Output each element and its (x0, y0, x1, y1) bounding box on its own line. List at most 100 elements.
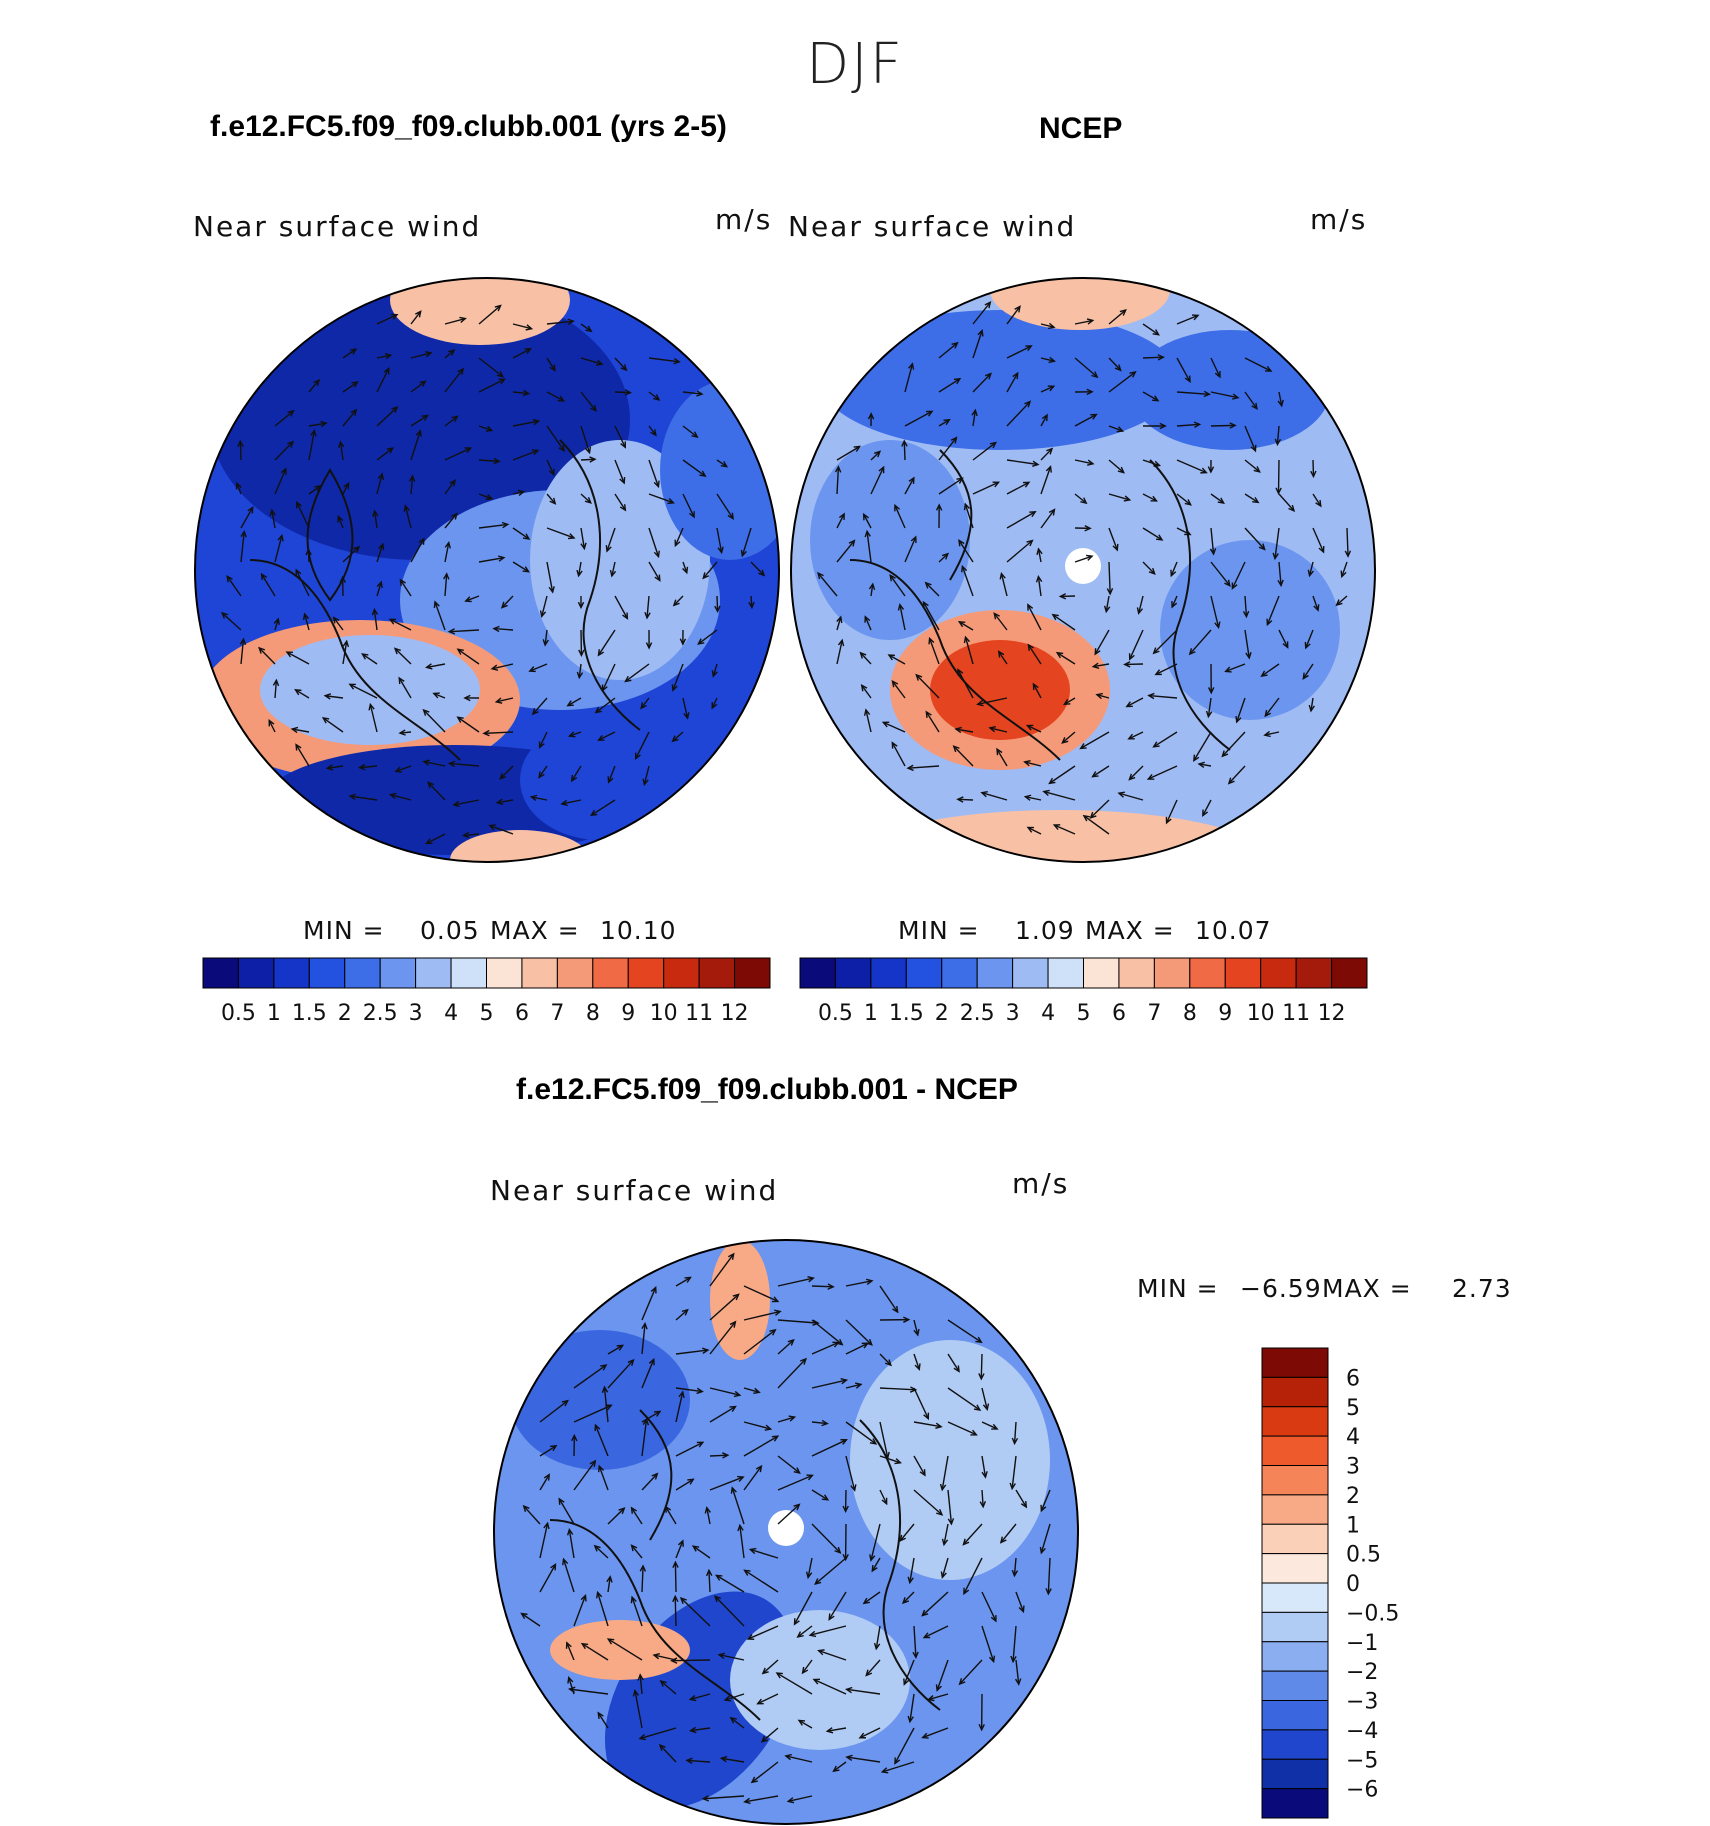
panel-2-field-region (930, 640, 1070, 740)
panel-2-wind-arrow (1036, 547, 1043, 563)
panel-3-wind-arrow (913, 1387, 930, 1421)
panel-3-wind-arrow (638, 1727, 677, 1741)
panel-1-wind-arrow (376, 472, 385, 495)
panel-3-colorbar-tick-label: −0.5 (1346, 1601, 1399, 1626)
panel-3-wind-arrow (664, 1505, 677, 1525)
panel-2-wind-arrow (901, 439, 908, 461)
panel-3-wind-arrow (675, 1539, 684, 1559)
panel-3-wind-arrow (675, 1387, 704, 1395)
panel-2-wind-arrow (1089, 799, 1110, 819)
panel-3-wind-arrow (958, 1659, 983, 1686)
panel-1-wind-arrow (495, 798, 514, 806)
panel-1-wind-arrow (388, 792, 412, 801)
panel-2-wind-arrow (836, 539, 856, 563)
panel-1-wind-arrow (711, 663, 718, 678)
panel-3-wind-arrow (786, 1795, 813, 1804)
panel-2-wind-arrow (1026, 826, 1042, 835)
panel-2-wind-arrow (1048, 765, 1076, 785)
panel-1-wind-arrow (546, 459, 555, 477)
panel-1-colorbar-tick-label: 6 (515, 1001, 529, 1026)
panel-1-colorbar-box (344, 957, 381, 989)
panel-3-colorbar-box (1261, 1465, 1329, 1496)
panel-1-wind-arrow (308, 485, 322, 495)
panel-1-wind-arrow (410, 537, 425, 563)
panel-1-wind-arrow (342, 348, 358, 359)
panel-3-wind-arrow (658, 1743, 677, 1763)
panel-2-wind-arrow (904, 362, 915, 393)
panel-3-wind-arrow (845, 1278, 874, 1287)
panel-3-wind-arrow (675, 1276, 692, 1287)
panel-2-wind-arrow (1304, 629, 1314, 650)
panel-1-wind-arrow (410, 380, 427, 393)
panel-1-map-border (194, 277, 780, 863)
panel-3-wind-arrow (1009, 1455, 1017, 1491)
panel-1-wind-arrow (422, 759, 446, 767)
panel-1-wind-arrow (398, 729, 412, 736)
panel-3-wind-arrow (1014, 1659, 1022, 1686)
panel-3-wind-arrow (869, 1523, 881, 1562)
panel-2-wind-arrow (1023, 794, 1042, 801)
panel-3-wind-arrow (811, 1319, 844, 1346)
panel-3-wind-arrow (598, 1464, 609, 1491)
panel-2-wind-arrow (1308, 697, 1315, 713)
panel-2-wind-arrow (834, 465, 842, 495)
panel-2-colorbar-box (799, 957, 836, 989)
panel-2-wind-arrow (1235, 697, 1246, 724)
panel-1-wind-arrow (597, 629, 616, 657)
panel-3-wind-arrow (672, 1594, 679, 1627)
panel-1-wind-arrow (716, 459, 729, 468)
panel-2-wind-arrow (906, 764, 940, 772)
panel-3-title: f.e12.FC5.f09_f09.clubb.001 - NCEP (516, 1073, 1018, 1106)
panel-2-wind-arrow (891, 679, 906, 699)
panel-2-min-label: MIN = (898, 916, 980, 945)
panel-3-wind-arrow (743, 1569, 779, 1593)
panel-1-wind-arrow (642, 765, 650, 787)
panel-2-wind-arrow (1108, 459, 1125, 474)
panel-3-wind-arrow (709, 1252, 735, 1287)
panel-2-wind-arrow (938, 477, 964, 495)
panel-2-wind-arrow (1176, 459, 1208, 474)
panel-1-wind-arrow (447, 760, 480, 768)
panel-1-wind-arrow (478, 304, 502, 325)
panel-3-colorbar-tick-label: 4 (1346, 1425, 1360, 1450)
panel-3-wind-arrow (709, 1475, 745, 1491)
panel-3-wind-arrow (691, 1545, 711, 1559)
panel-2-title: NCEP (1039, 112, 1123, 145)
panel-1-wind-arrow (648, 527, 660, 559)
panel-1-wind-arrow (499, 765, 514, 780)
panel-3-wind-arrow (573, 1404, 613, 1423)
panel-3-wind-arrow (709, 1405, 737, 1423)
panel-3-wind-arrow (565, 1641, 575, 1661)
panel-2-wind-arrow (1242, 595, 1250, 619)
panel-3-wind-arrow (817, 1649, 847, 1661)
panel-1-wind-arrow (338, 440, 345, 461)
panel-3-wind-arrow (729, 1716, 745, 1729)
panel-3-wind-arrow (814, 1557, 847, 1585)
panel-2-wind-arrow (1095, 692, 1110, 700)
panel-2-wind-arrow (859, 651, 872, 665)
panel-2-wind-arrow (1307, 561, 1314, 578)
panel-1-wind-arrow (444, 479, 456, 495)
panel-1-wind-arrow (567, 731, 582, 738)
panel-2-wind-arrow (1207, 663, 1215, 695)
panel-3-wind-arrow (858, 1727, 881, 1739)
panel-1-max-value: 10.10 (600, 916, 677, 945)
panel-2-colorbar-box (1118, 957, 1155, 989)
panel-2-wind-arrow (1260, 663, 1280, 677)
panel-2-wind-arrow (836, 615, 843, 631)
panel-1-coastline (306, 468, 354, 602)
panel-2-coastline (1149, 459, 1231, 751)
panel-1-wind-arrow (580, 357, 604, 366)
panel-3-wind-arrow (879, 1353, 892, 1367)
panel-2-map (791, 278, 1375, 862)
panel-1-wind-arrow (512, 489, 526, 496)
panel-3-wind-arrow (713, 1595, 745, 1627)
panel-1-colorbar-box (202, 957, 239, 989)
panel-2-wind-arrow (1125, 697, 1144, 708)
panel-1-wind-arrow (308, 420, 328, 428)
panel-1-wind-arrow (478, 521, 510, 529)
panel-1-wind-arrow (237, 439, 244, 461)
panel-2-wind-arrow (996, 747, 1008, 767)
panel-1-wind-arrow (740, 527, 752, 558)
panel-2-colorbar-tick-label: 0.5 (818, 1001, 853, 1026)
